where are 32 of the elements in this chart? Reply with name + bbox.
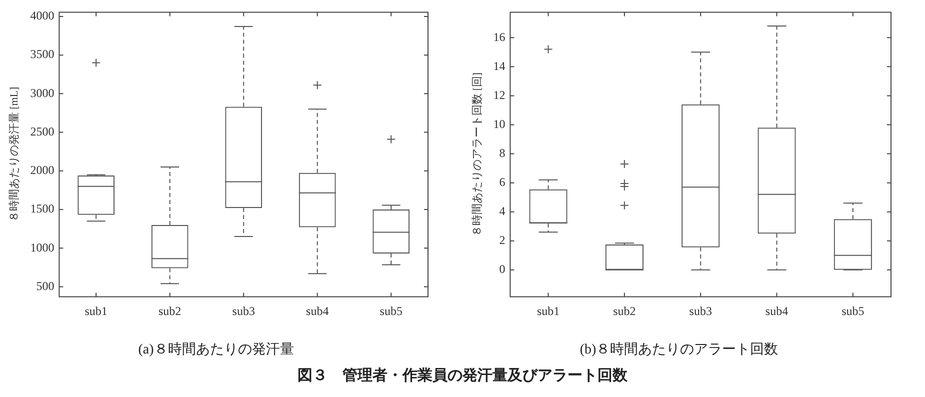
y-tick-label: 2000 [30, 163, 54, 178]
y-tick-label: 2 [499, 233, 506, 248]
x-tick-label: sub5 [842, 304, 864, 318]
x-tick-label: sub2 [613, 304, 636, 318]
y-tick-label: 1500 [30, 202, 54, 216]
y-tick-label: 1000 [30, 240, 54, 254]
y-axis-title: ８時間あたりのアラート回数 [回] [470, 72, 484, 237]
y-tick-label: 10 [493, 116, 506, 131]
y-tick-label: 2500 [30, 124, 54, 138]
y-tick-label: 12 [493, 88, 506, 102]
x-tick-label: sub1 [84, 304, 108, 318]
x-tick-label: sub4 [306, 304, 329, 318]
x-tick-label: sub1 [536, 304, 560, 318]
y-tick-label: 6 [499, 174, 506, 189]
y-tick-label: 500 [36, 278, 54, 293]
x-tick-label: sub4 [765, 304, 788, 318]
text: (a)８時間あたりの発汗量 [138, 341, 294, 358]
text: (b)８時間あたりのアラート回数 [580, 341, 778, 358]
x-tick-label: sub5 [380, 304, 402, 318]
y-tick-label: 3500 [30, 47, 54, 62]
x-tick-label: sub3 [689, 304, 712, 318]
y-tick-label: 0 [499, 262, 506, 276]
y-tick-label: 8 [499, 146, 506, 160]
caption: 図３ 管理者・作業員の発汗量及びアラート回数 [296, 366, 628, 385]
x-tick-label: sub3 [232, 304, 255, 318]
y-tick-label: 4 [499, 204, 506, 218]
y-tick-label: 3000 [30, 86, 54, 100]
y-tick-label: 4000 [30, 8, 54, 23]
x-tick-label: sub2 [158, 304, 182, 318]
y-tick-label: 14 [493, 58, 506, 73]
y-tick-label: 16 [493, 30, 506, 44]
y-axis-title: ８時間あたりの発汗量 [mL] [7, 86, 20, 222]
